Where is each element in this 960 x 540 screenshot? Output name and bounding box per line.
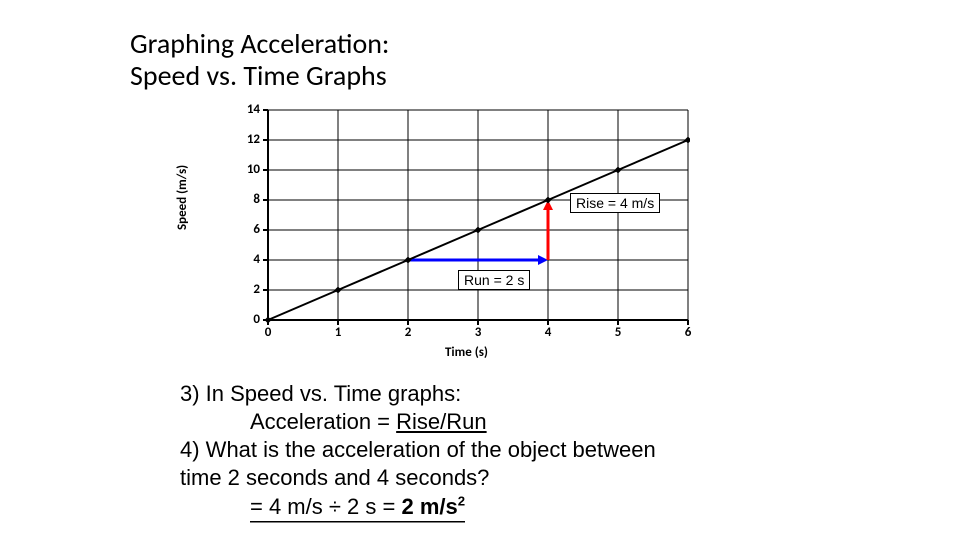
y-tick-label: 4 xyxy=(230,253,260,267)
y-tick-label: 10 xyxy=(230,163,260,177)
body-line-5-ans: 2 m/s xyxy=(401,494,457,519)
run-annotation: Run = 2 s xyxy=(458,270,530,290)
body-line-5-exp: 2 xyxy=(458,493,465,508)
y-tick-label: 12 xyxy=(230,133,260,147)
y-tick-label: 14 xyxy=(230,103,260,117)
x-tick-label: 0 xyxy=(258,325,278,340)
y-tick-label: 0 xyxy=(230,313,260,327)
body-line-5: = 4 m/s ÷ 2 s = 2 m/s2 xyxy=(180,493,656,521)
y-tick-label: 6 xyxy=(230,223,260,237)
body-text: 3) In Speed vs. Time graphs: Acceleratio… xyxy=(180,380,656,521)
rise-annotation: Rise = 4 m/s xyxy=(570,193,660,213)
body-line-2-under: Rise/Run xyxy=(396,409,486,434)
title-line-2: Speed vs. Time Graphs xyxy=(130,58,387,93)
x-tick-label: 5 xyxy=(608,325,628,340)
x-tick-label: 6 xyxy=(678,325,698,340)
body-line-2: Acceleration = Rise/Run xyxy=(180,408,656,436)
x-tick-label: 3 xyxy=(468,325,488,340)
chart-svg xyxy=(210,100,690,360)
y-axis-label: Speed (m/s) xyxy=(175,165,190,230)
x-axis-label: Time (s) xyxy=(445,345,488,360)
body-line-1: 3) In Speed vs. Time graphs: xyxy=(180,380,656,408)
x-tick-label: 1 xyxy=(328,325,348,340)
body-line-5-pre: = 4 m/s ÷ 2 s = xyxy=(250,494,401,519)
y-tick-label: 2 xyxy=(230,283,260,297)
speed-vs-time-chart: Speed (m/s) Time (s) 02468101214 0123456… xyxy=(210,100,690,360)
body-line-2-pre: Acceleration = xyxy=(250,409,396,434)
body-line-3: 4) What is the acceleration of the objec… xyxy=(180,436,656,464)
x-tick-label: 4 xyxy=(538,325,558,340)
body-line-4: time 2 seconds and 4 seconds? xyxy=(180,464,656,492)
y-tick-label: 8 xyxy=(230,193,260,207)
title-line-1: Graphing Acceleration: xyxy=(130,26,389,61)
page-title: Graphing Acceleration: Speed vs. Time Gr… xyxy=(130,28,389,92)
x-tick-label: 2 xyxy=(398,325,418,340)
